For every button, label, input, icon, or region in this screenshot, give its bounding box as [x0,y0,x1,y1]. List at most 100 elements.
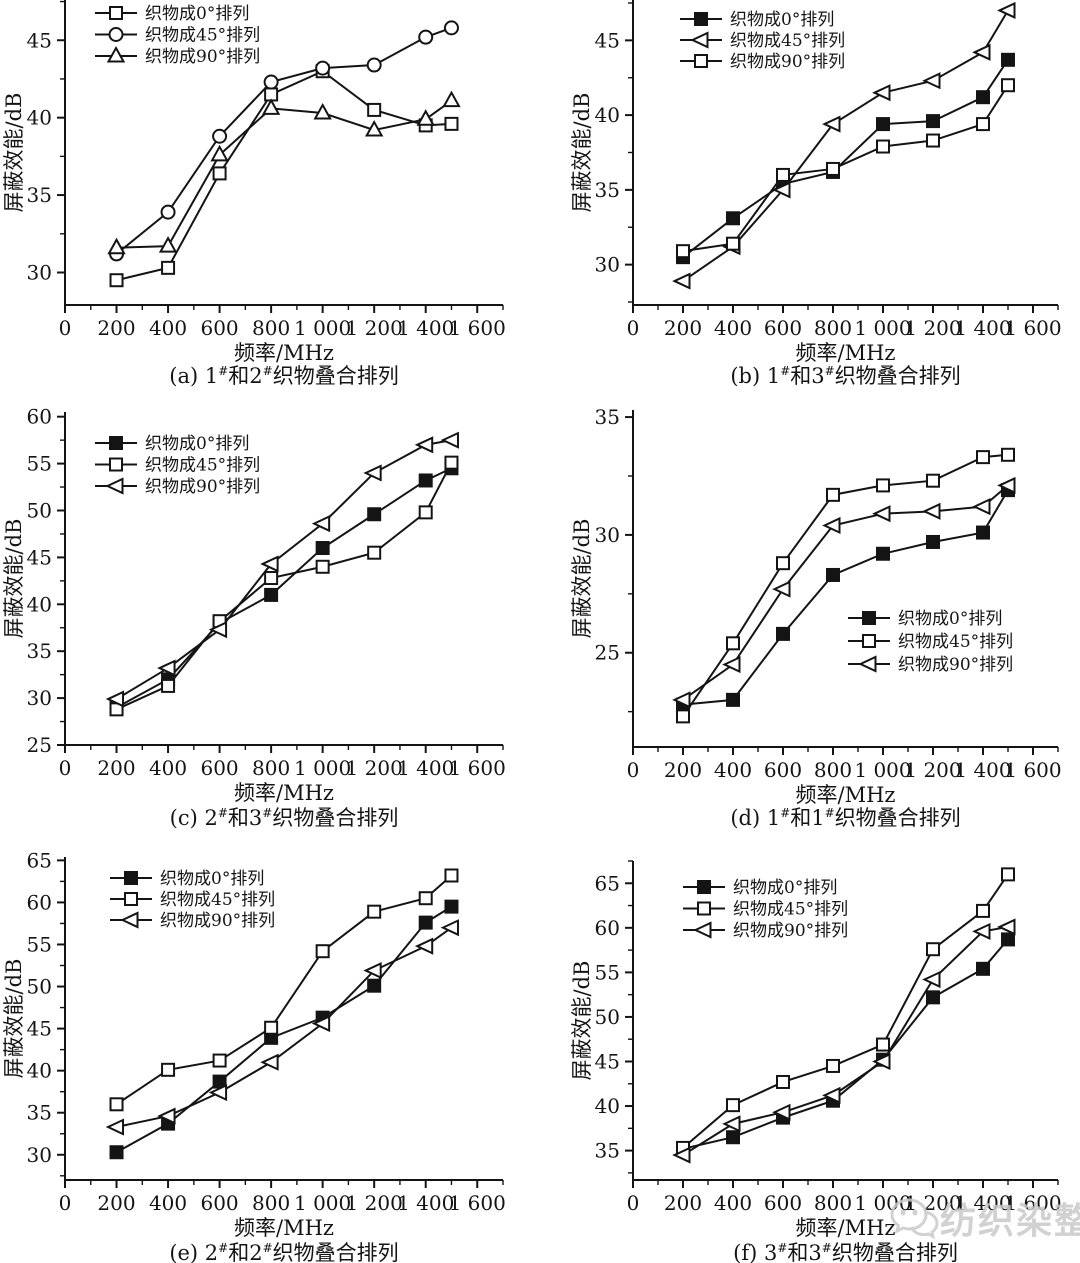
marker-square-open [876,1037,890,1052]
marker-square-open [418,505,433,520]
x-tick-label: 200 [664,316,702,340]
marker-triangle-left-open [997,918,1016,936]
marker-square-filled [109,1145,124,1160]
marker-square-filled [264,587,279,602]
series-1-markers [676,447,1015,724]
series-0 [116,905,452,1154]
legend-label: 织物成0°排列 [160,869,264,889]
marker-triangle-left-open [363,464,382,482]
x-tick-label: 0 [59,756,72,780]
marker-square-open [264,571,279,586]
marker-square-open [1001,78,1015,93]
marker-square-open [1001,447,1015,462]
x-tick-label: 800 [252,316,290,340]
y-tick-label: 55 [27,932,52,956]
x-tick-label: 1 000 [854,758,911,782]
marker-square-filled [726,692,740,707]
marker-square-open [161,260,176,275]
y-tick-label: 30 [27,686,52,710]
y-tick-label: 30 [595,253,620,277]
marker-triangle-left-open [972,498,991,516]
marker-triangle-left-open [872,505,891,523]
marker-square-filled [697,880,711,894]
chart-a: 0 200 400 600 800 1 000 1 200 1 400 1 600 30 35 40 4… [0,0,540,400]
y-tick-label: 40 [595,1094,620,1118]
x-axis-label: 频率/MHz [234,781,334,805]
y-axis: 30 35 40 45 [595,2,633,303]
legend-label: 织物成0°排列 [733,878,837,898]
marker-square-filled [776,626,790,641]
series-2 [116,99,453,249]
x-tick-label: 1 400 [954,758,1011,782]
marker-square-open [315,559,330,574]
marker-triangle-left-open [872,1052,891,1071]
x-tick-label: 1 400 [954,316,1011,340]
marker-triangle-left-open [105,690,125,708]
x-tick-label: 200 [97,1191,135,1215]
marker-square-open [976,450,990,465]
y-tick-label: 45 [595,1049,620,1073]
marker-triangle-left-open [260,1053,279,1071]
y-tick-label: 60 [595,916,620,940]
series-2 [682,84,1009,253]
legend-label: 织物成90°排列 [898,655,1013,675]
x-tick-label: 400 [714,1191,752,1215]
axes [64,412,503,746]
x-tick-label: 200 [97,316,135,340]
y-tick-label: 35 [595,405,620,429]
x-tick-label: 800 [252,1191,290,1215]
marker-triangle-up-open [107,237,126,255]
y-axis: 35 40 45 50 55 60 65 [595,860,633,1174]
x-axis-label: 频率/MHz [796,341,896,365]
series-1-markers [109,20,459,262]
chart-b-caption: (b) 1#和3#织物叠合排列 [730,364,961,388]
y-axis: 25 30 35 [595,405,633,713]
marker-triangle-left-open [414,937,434,955]
x-tick-label: 1 600 [1004,1191,1061,1215]
marker-triangle-left-open [672,272,691,290]
y-tick-label: 50 [27,975,52,999]
series-0 [682,938,1009,1150]
marker-triangle-left-open [440,431,459,449]
marker-square-open [264,1020,279,1035]
marker-square-filled [926,534,940,549]
marker-triangle-up-open [210,144,229,162]
y-tick-label: 35 [595,1139,620,1163]
y-tick-label: 60 [27,890,52,914]
marker-square-open [726,1098,740,1113]
marker-square-filled [726,1130,740,1145]
marker-triangle-up-open [106,45,126,63]
series-0 [682,489,1009,706]
y-tick-label: 30 [595,523,620,547]
marker-square-open [109,457,123,472]
marker-square-filled [367,978,382,993]
chart-c-caption: (c) 2#和3#织物叠合排列 [169,806,399,830]
y-axis-label: 屏蔽效能/dB [570,93,594,213]
marker-square-open [926,942,940,957]
marker-triangle-left-open [722,655,741,674]
marker-triangle-left-open [363,961,382,980]
marker-triangle-left-open [260,555,279,573]
marker-square-filled [367,507,382,522]
marker-triangle-up-open [364,119,384,137]
x-tick-label: 600 [764,1191,802,1215]
marker-square-open [367,102,382,117]
marker-triangle-left-open [922,72,941,90]
y-tick-label: 40 [27,592,52,616]
chart-e-caption: (e) 2#和2#织物叠合排列 [169,1241,399,1263]
marker-triangle-left-open [922,502,941,520]
series-2 [682,925,1009,1156]
series-2-markers [105,919,459,1136]
y-tick-label: 35 [595,178,620,202]
x-tick-label: 1 000 [294,316,351,340]
marker-triangle-left-open [693,921,712,939]
y-tick-label: 55 [27,452,52,476]
series-1-markers [676,867,1015,1155]
x-tick-label: 800 [814,758,852,782]
series-0-markers [676,483,1015,712]
